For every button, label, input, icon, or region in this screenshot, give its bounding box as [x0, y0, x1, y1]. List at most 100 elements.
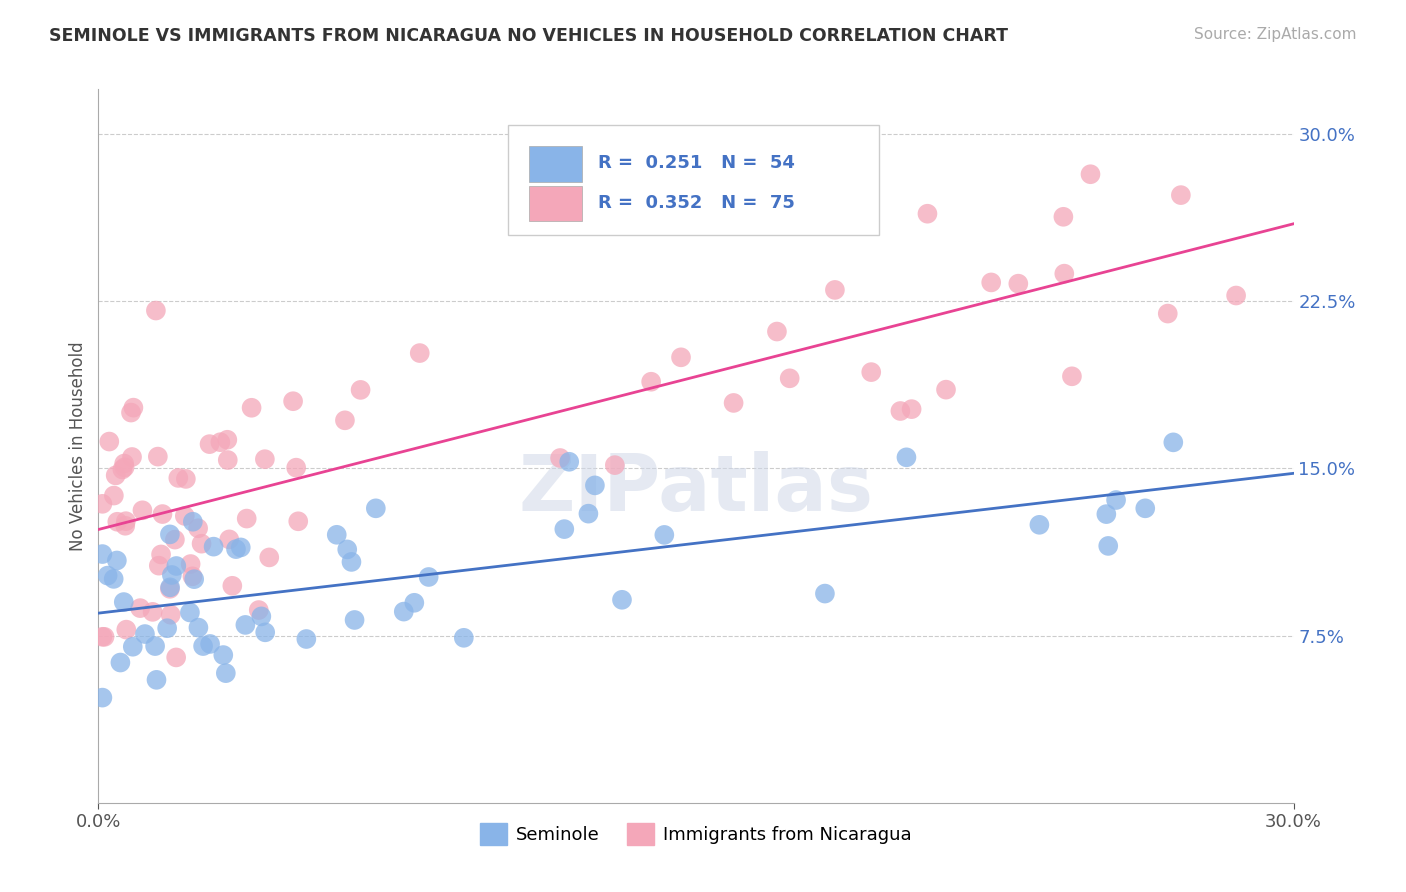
Point: [122, 401, 145, 415]
Point: [453, 631, 475, 645]
Point: [900, 402, 922, 417]
Text: Source: ZipAtlas.com: Source: ZipAtlas.com: [1194, 27, 1357, 42]
Point: [180, 557, 202, 571]
Point: [603, 458, 626, 472]
Text: R =  0.352   N =  75: R = 0.352 N = 75: [598, 194, 794, 211]
Point: [336, 542, 359, 557]
Point: [285, 460, 308, 475]
Point: [145, 303, 167, 318]
Point: [225, 542, 247, 557]
Point: [935, 383, 957, 397]
Point: [129, 601, 152, 615]
Point: [198, 437, 221, 451]
Point: [215, 666, 238, 681]
Point: [326, 528, 349, 542]
FancyBboxPatch shape: [509, 125, 879, 235]
Point: [159, 580, 181, 594]
Point: [364, 501, 387, 516]
Point: [235, 618, 257, 632]
Point: [404, 596, 426, 610]
Point: [91, 630, 114, 644]
Point: [814, 586, 837, 600]
Point: [202, 540, 225, 554]
Point: [254, 625, 277, 640]
Point: [98, 434, 121, 449]
Point: [548, 450, 571, 465]
Point: [553, 522, 575, 536]
Y-axis label: No Vehicles in Household: No Vehicles in Household: [69, 341, 87, 551]
Point: [165, 559, 187, 574]
Point: [229, 541, 252, 555]
Point: [110, 656, 132, 670]
Point: [167, 471, 190, 485]
Point: [191, 639, 214, 653]
Point: [152, 507, 174, 521]
Point: [1161, 435, 1184, 450]
Point: [652, 528, 675, 542]
Point: [134, 627, 156, 641]
Point: [187, 621, 209, 635]
Point: [889, 404, 911, 418]
Point: [105, 515, 128, 529]
Point: [1170, 188, 1192, 202]
Point: [860, 365, 883, 379]
Point: [146, 450, 169, 464]
Point: [150, 548, 173, 562]
Point: [217, 433, 239, 447]
Point: [131, 503, 153, 517]
Point: [766, 325, 789, 339]
Point: [1060, 369, 1083, 384]
Point: [723, 396, 745, 410]
Point: [1097, 539, 1119, 553]
Point: [578, 507, 600, 521]
Point: [142, 605, 165, 619]
Point: [340, 555, 363, 569]
FancyBboxPatch shape: [529, 146, 582, 182]
Point: [145, 673, 167, 687]
Point: [179, 606, 201, 620]
Point: [1080, 167, 1102, 181]
Point: [295, 632, 318, 646]
Point: [1007, 277, 1029, 291]
Point: [160, 568, 183, 582]
Point: [1028, 517, 1050, 532]
Point: [235, 511, 257, 525]
Point: [640, 375, 662, 389]
Point: [917, 207, 939, 221]
Point: [190, 537, 212, 551]
Point: [896, 450, 918, 465]
Point: [333, 413, 356, 427]
Point: [143, 639, 166, 653]
Point: [121, 450, 143, 464]
Point: [121, 640, 143, 654]
Point: [221, 579, 243, 593]
Point: [173, 508, 195, 523]
Point: [1052, 210, 1074, 224]
Point: [253, 452, 276, 467]
Point: [181, 515, 204, 529]
Point: [349, 383, 371, 397]
Point: [105, 553, 128, 567]
Point: [156, 621, 179, 635]
Point: [343, 613, 366, 627]
Point: [1053, 267, 1076, 281]
Point: [610, 592, 633, 607]
Point: [165, 650, 187, 665]
Point: [287, 514, 309, 528]
Point: [93, 630, 115, 644]
Point: [392, 605, 415, 619]
Point: [418, 570, 440, 584]
Point: [688, 194, 710, 208]
Point: [114, 518, 136, 533]
Point: [240, 401, 263, 415]
Point: [281, 394, 304, 409]
Point: [159, 527, 181, 541]
Point: [1095, 507, 1118, 521]
Point: [980, 276, 1002, 290]
Point: [409, 346, 432, 360]
Point: [824, 283, 846, 297]
Point: [159, 607, 181, 622]
Point: [209, 435, 232, 450]
Point: [103, 572, 125, 586]
Point: [112, 457, 135, 471]
